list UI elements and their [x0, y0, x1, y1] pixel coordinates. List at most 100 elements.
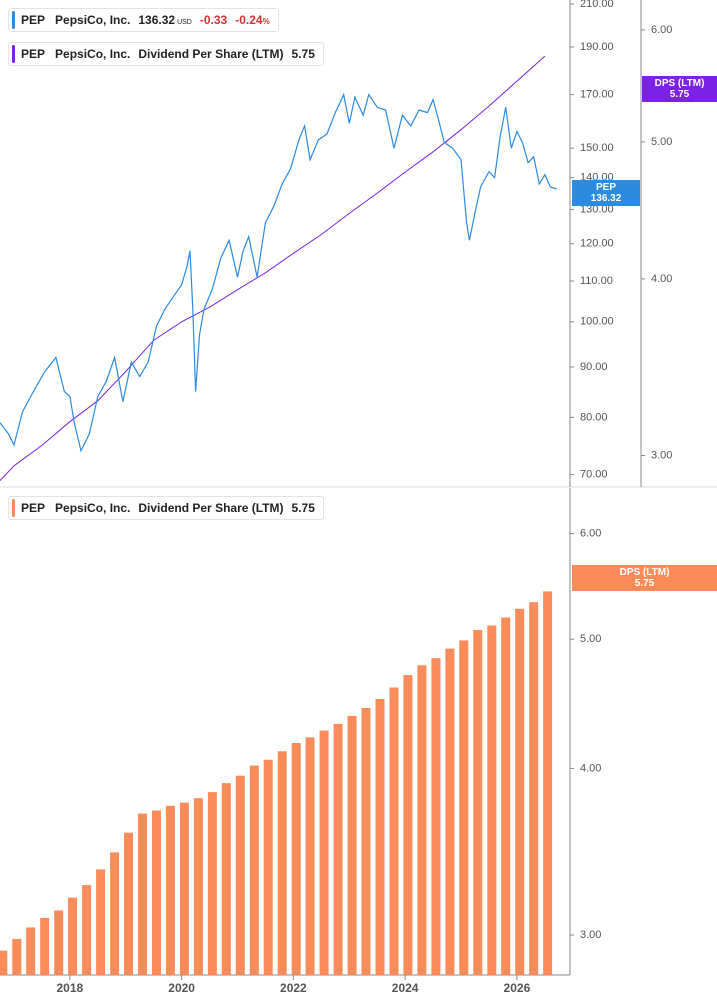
dps-tick-label: 3.00 [580, 929, 601, 941]
dps-bar [26, 927, 36, 975]
price-tick-label: 80.00 [580, 411, 608, 423]
dps-bar [459, 640, 469, 975]
dps-bar [249, 765, 259, 975]
dps-bar [473, 630, 483, 975]
dps-bar [277, 751, 287, 975]
dps-bar [96, 869, 106, 975]
dps-bar [361, 708, 371, 975]
dps-tag-value: 5.75 [634, 578, 655, 589]
dps-tick-label: 4.00 [651, 273, 672, 285]
legend-company: PepsiCo, Inc. [55, 47, 131, 61]
price-line-series [0, 92, 558, 453]
dps-axis-ticks-bottom: 6.00 5.00 4.00 3.00 [570, 528, 601, 941]
x-tick-label: 2018 [57, 981, 84, 995]
dps-bar [207, 792, 217, 975]
price-tag-value: 136.32 [590, 193, 622, 204]
dps-bar [347, 715, 357, 975]
legend-symbol: PEP [21, 13, 46, 27]
dps-bar [389, 687, 399, 975]
dps-line-swatch [12, 45, 15, 63]
dps-bar [179, 802, 189, 975]
dps-bar [319, 730, 329, 975]
legend-metric-value: 5.75 [291, 501, 315, 515]
x-tick-label: 2024 [392, 981, 419, 995]
dps-bar [0, 950, 8, 975]
dps-tag-value: 5.75 [669, 89, 690, 100]
dps-bar [333, 723, 343, 975]
legend-change-pct: -0.24% [235, 13, 270, 27]
dps-bar [40, 917, 50, 975]
dps-bar [193, 798, 203, 975]
dps-tick-label: 6.00 [580, 528, 601, 540]
dps-bar [82, 885, 92, 975]
legend-price[interactable]: PEP PepsiCo, Inc. 136.32 USD -0.33 -0.24% [8, 8, 279, 32]
legend-change: -0.33 [199, 13, 228, 27]
legend-metric: Dividend Per Share (LTM) [138, 47, 284, 61]
dps-bar [431, 658, 441, 975]
dps-tag-label: DPS (LTM) [654, 78, 705, 89]
dps-bar [54, 910, 64, 975]
x-tick-label: 2020 [168, 981, 195, 995]
dps-bar [68, 897, 78, 975]
dps-bar [515, 608, 525, 975]
dps-tag-label: DPS (LTM) [619, 567, 670, 578]
dps-tick-label: 5.00 [651, 136, 672, 148]
dps-bar-series [0, 591, 553, 975]
dps-axis-ticks-top: 6.00 5.00 4.00 3.00 [641, 24, 672, 461]
legend-currency: USD [177, 19, 192, 26]
price-tick-label: 150.00 [580, 142, 614, 154]
legend-company: PepsiCo, Inc. [55, 501, 131, 515]
price-tick-label: 210.00 [580, 0, 614, 10]
price-tag-label: PEP [595, 182, 616, 193]
x-tick-label: 2022 [280, 981, 307, 995]
dps-bar [501, 617, 511, 975]
dps-bar [375, 699, 385, 975]
dps-line-series [0, 55, 546, 481]
dps-bar [403, 675, 413, 975]
legend-symbol: PEP [21, 47, 46, 61]
price-axis-ticks: 210.00190.00170.00150.00140.00130.00120.… [570, 0, 614, 480]
price-tick-label: 120.00 [580, 238, 614, 250]
legend-dps-top[interactable]: PEP PepsiCo, Inc. Dividend Per Share (LT… [8, 42, 324, 66]
dps-bar [235, 775, 245, 975]
dps-bar [138, 813, 147, 975]
dps-bar [445, 648, 455, 975]
price-tick-label: 90.00 [580, 361, 608, 373]
dps-bar [291, 743, 301, 975]
dps-bar [263, 759, 273, 975]
x-axis-ticks: 2018 2020 2022 2024 2026 [57, 975, 531, 995]
dps-bar [110, 852, 120, 975]
dps-tick-label: 5.00 [580, 633, 601, 645]
dps-bar [221, 783, 231, 975]
price-tick-label: 170.00 [580, 88, 614, 100]
dps-bar [543, 591, 553, 975]
dps-bar [417, 665, 427, 975]
price-tick-label: 100.00 [580, 316, 614, 328]
price-tick-label: 70.00 [580, 468, 608, 480]
legend-metric: Dividend Per Share (LTM) [138, 501, 284, 515]
price-last-tag: PEP 136.32 [572, 180, 640, 206]
price-swatch [12, 11, 15, 29]
dps-bar [529, 602, 539, 975]
legend-price-value: 136.32 USD [138, 13, 192, 27]
legend-dps-bottom[interactable]: PEP PepsiCo, Inc. Dividend Per Share (LT… [8, 496, 324, 520]
legend-company: PepsiCo, Inc. [55, 13, 131, 27]
price-tick-label: 130.00 [580, 203, 614, 215]
dps-tick-label: 3.00 [651, 449, 672, 461]
dps-bar [124, 832, 133, 975]
dps-tick-label: 4.00 [580, 762, 601, 774]
dps-bar [152, 810, 161, 975]
x-tick-label: 2026 [504, 981, 531, 995]
price-tick-label: 190.00 [580, 41, 614, 53]
dps-bar [305, 737, 315, 975]
dps-tick-label: 6.00 [651, 24, 672, 36]
dps-bar [487, 625, 497, 975]
dps-last-tag-top: DPS (LTM) 5.75 [642, 76, 717, 102]
dps-last-tag-bottom: DPS (LTM) 5.75 [572, 565, 717, 591]
dps-bar [12, 938, 22, 975]
dps-bar-swatch [12, 499, 15, 517]
price-tick-label: 110.00 [580, 275, 613, 287]
legend-metric-value: 5.75 [291, 47, 315, 61]
dps-bar [165, 805, 175, 975]
